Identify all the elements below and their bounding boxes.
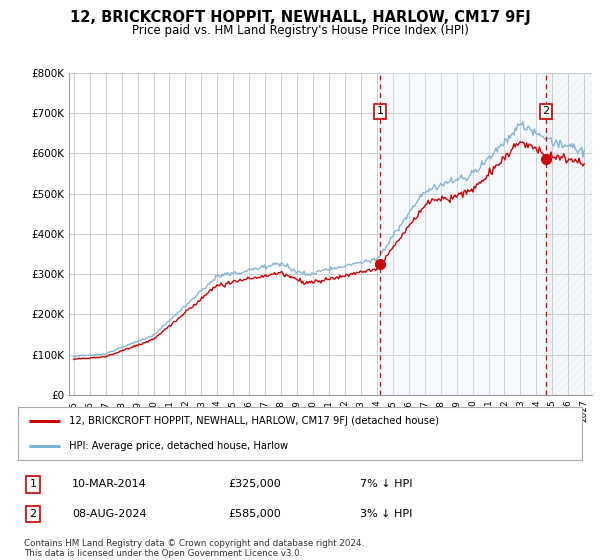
Text: Price paid vs. HM Land Registry's House Price Index (HPI): Price paid vs. HM Land Registry's House … [131,24,469,36]
Text: HPI: Average price, detached house, Harlow: HPI: Average price, detached house, Harl… [69,441,288,451]
Text: 7% ↓ HPI: 7% ↓ HPI [360,479,413,489]
Text: £585,000: £585,000 [228,509,281,519]
Text: 2: 2 [29,509,37,519]
Text: 12, BRICKCROFT HOPPIT, NEWHALL, HARLOW, CM17 9FJ: 12, BRICKCROFT HOPPIT, NEWHALL, HARLOW, … [70,10,530,25]
Text: 1: 1 [376,106,383,116]
Text: 1: 1 [29,479,37,489]
Text: Contains HM Land Registry data © Crown copyright and database right 2024.
This d: Contains HM Land Registry data © Crown c… [24,539,364,558]
Text: 12, BRICKCROFT HOPPIT, NEWHALL, HARLOW, CM17 9FJ (detached house): 12, BRICKCROFT HOPPIT, NEWHALL, HARLOW, … [69,417,439,427]
Bar [546,73,592,395]
Text: 10-MAR-2014: 10-MAR-2014 [72,479,147,489]
Text: £325,000: £325,000 [228,479,281,489]
Text: 2: 2 [542,106,550,116]
Text: 3% ↓ HPI: 3% ↓ HPI [360,509,412,519]
Text: 08-AUG-2024: 08-AUG-2024 [72,509,146,519]
Bar [380,73,546,395]
